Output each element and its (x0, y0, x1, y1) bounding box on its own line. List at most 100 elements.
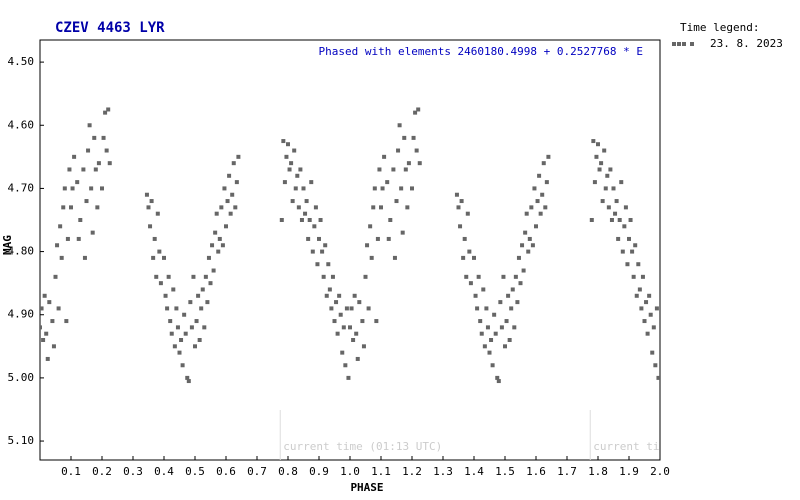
point (410, 186, 414, 191)
point (485, 325, 490, 330)
point (224, 224, 228, 229)
point (40, 325, 42, 330)
x-tick-label: 0.7 (247, 465, 267, 478)
point (166, 274, 171, 279)
legend-title: Time legend: (680, 21, 759, 34)
point (513, 274, 518, 279)
point (456, 205, 461, 210)
point (396, 148, 401, 153)
legend-marker (690, 42, 694, 46)
point (650, 350, 655, 355)
x-tick-label: 1.7 (557, 465, 577, 478)
point (492, 312, 497, 317)
point (303, 211, 308, 216)
point (208, 281, 213, 286)
legend: 23. 8. 2023 (672, 37, 783, 50)
point (104, 148, 109, 153)
x-tick-label: 0.6 (216, 465, 236, 478)
x-tick-label: 1.1 (371, 465, 391, 478)
point (213, 230, 218, 235)
point (189, 325, 194, 330)
chart-title: CZEV 4463 LYR (55, 20, 165, 36)
point (211, 268, 216, 273)
point (310, 249, 315, 254)
point (645, 331, 650, 336)
point (487, 350, 492, 355)
point (202, 325, 207, 330)
point (90, 230, 95, 235)
point (467, 249, 472, 254)
point (458, 224, 463, 229)
point (205, 300, 210, 305)
point (168, 319, 173, 324)
point (459, 199, 464, 204)
point (70, 186, 75, 191)
point (596, 142, 600, 147)
point (648, 312, 653, 317)
point (355, 356, 360, 361)
point (475, 306, 480, 311)
point (625, 262, 630, 267)
point (324, 293, 329, 298)
point (603, 186, 608, 191)
point (146, 205, 151, 210)
point (592, 180, 597, 185)
point (327, 287, 332, 292)
x-tick-label: 1.9 (619, 465, 639, 478)
x-tick-label: 1.2 (402, 465, 422, 478)
point (600, 199, 605, 204)
point (512, 325, 517, 330)
point (106, 107, 111, 112)
point (318, 218, 323, 222)
point (158, 281, 163, 286)
point (633, 243, 638, 248)
point (62, 186, 67, 191)
point (623, 205, 628, 210)
y-tick-label: 4.60 (8, 118, 35, 131)
point (174, 306, 179, 311)
point (149, 199, 154, 204)
point (363, 274, 368, 279)
point (206, 255, 211, 260)
point (185, 375, 190, 380)
legend-marker (672, 42, 676, 46)
point (93, 167, 98, 172)
point (394, 199, 399, 204)
point (538, 211, 543, 216)
point (332, 319, 337, 324)
point (82, 255, 87, 260)
point (51, 344, 56, 349)
point (228, 211, 233, 216)
point (151, 255, 156, 260)
point (59, 255, 64, 260)
point (385, 180, 390, 185)
point (89, 186, 94, 191)
point (298, 167, 303, 172)
point (87, 123, 92, 128)
x-tick-label: 1.5 (495, 465, 515, 478)
point (630, 249, 635, 254)
point (546, 154, 551, 159)
point (597, 167, 602, 172)
point (72, 154, 77, 159)
point (628, 218, 633, 222)
point (361, 344, 366, 349)
point (617, 218, 622, 222)
y-tick-label: 5.00 (8, 371, 35, 384)
point (515, 300, 520, 305)
point (372, 186, 377, 191)
point (481, 287, 486, 292)
point (368, 224, 373, 229)
current-time-label: current time (01:13 UTC) (593, 440, 752, 453)
point (287, 167, 292, 172)
x-tick-label: 2.0 (650, 465, 670, 478)
point (191, 274, 196, 279)
point (527, 236, 532, 241)
point (366, 306, 371, 311)
point (520, 243, 525, 248)
point (193, 344, 197, 349)
point (371, 205, 376, 210)
point (468, 281, 473, 286)
point (76, 236, 81, 241)
point (392, 255, 397, 260)
